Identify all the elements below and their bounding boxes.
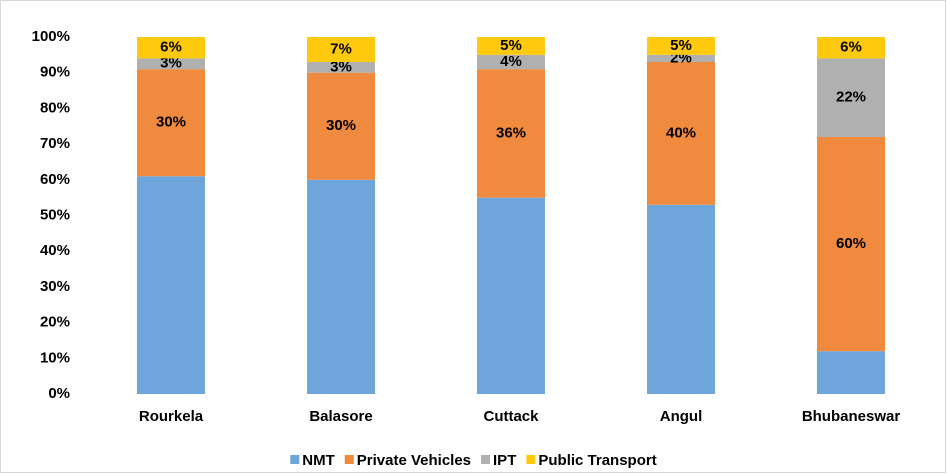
bar-segment	[647, 204, 715, 394]
x-tick-label: Balasore	[309, 408, 372, 425]
data-label: 5%	[500, 37, 522, 54]
legend-label: IPT	[493, 452, 516, 469]
y-tick-label: 50%	[40, 206, 70, 223]
bar-segment	[647, 61, 715, 205]
bar-segment	[137, 69, 205, 177]
legend-swatch	[290, 455, 300, 464]
bar-segment	[647, 37, 715, 55]
y-tick-label: 60%	[40, 171, 70, 188]
bar-segment	[307, 61, 375, 73]
bar-segment	[477, 197, 545, 394]
x-tick-label: Cuttack	[483, 408, 539, 425]
data-label: 36%	[496, 124, 526, 141]
legend-swatch	[481, 455, 491, 464]
y-tick-label: 10%	[40, 349, 70, 366]
y-tick-label: 90%	[40, 64, 70, 81]
y-tick-label: 70%	[40, 135, 70, 152]
x-tick-label: Rourkela	[139, 408, 204, 425]
bar-segment	[307, 179, 375, 394]
bar-segment	[647, 54, 715, 62]
bar-segment	[307, 37, 375, 62]
bar-segment	[137, 176, 205, 394]
y-tick-label: 80%	[40, 99, 70, 116]
bar-segment	[137, 58, 205, 70]
bar-segment	[477, 54, 545, 70]
data-label: 3%	[330, 58, 352, 75]
y-tick-label: 30%	[40, 278, 70, 295]
legend-swatch	[344, 455, 354, 464]
x-tick-label: Bhubaneswar	[802, 408, 901, 425]
bar-segment	[817, 351, 885, 394]
data-label: 5%	[670, 37, 692, 54]
bar-segment	[137, 37, 205, 59]
y-tick-label: 100%	[32, 28, 70, 45]
data-label: 22%	[836, 89, 866, 106]
legend-label: Private Vehicles	[357, 452, 471, 469]
bar-segment	[477, 37, 545, 55]
x-tick-label: Angul	[660, 408, 703, 425]
data-label: 4%	[500, 53, 522, 70]
bar-segment	[817, 58, 885, 137]
bar-segment	[307, 72, 375, 180]
legend-swatch	[526, 455, 536, 464]
data-label: 40%	[666, 124, 696, 141]
bar-segment	[817, 136, 885, 352]
legend-label: NMT	[302, 452, 335, 469]
data-label: 3%	[160, 55, 182, 72]
bar-segment	[477, 69, 545, 198]
legend-label: Public Transport	[538, 452, 656, 469]
y-tick-label: 40%	[40, 242, 70, 259]
bar-segment	[817, 37, 885, 59]
data-label: 6%	[160, 39, 182, 56]
y-tick-label: 0%	[48, 385, 70, 402]
y-tick-label: 20%	[40, 314, 70, 331]
data-label: 30%	[326, 117, 356, 134]
data-label: 6%	[840, 39, 862, 56]
data-label: 60%	[836, 235, 866, 252]
data-label: 7%	[330, 40, 352, 57]
data-label: 30%	[156, 114, 186, 131]
